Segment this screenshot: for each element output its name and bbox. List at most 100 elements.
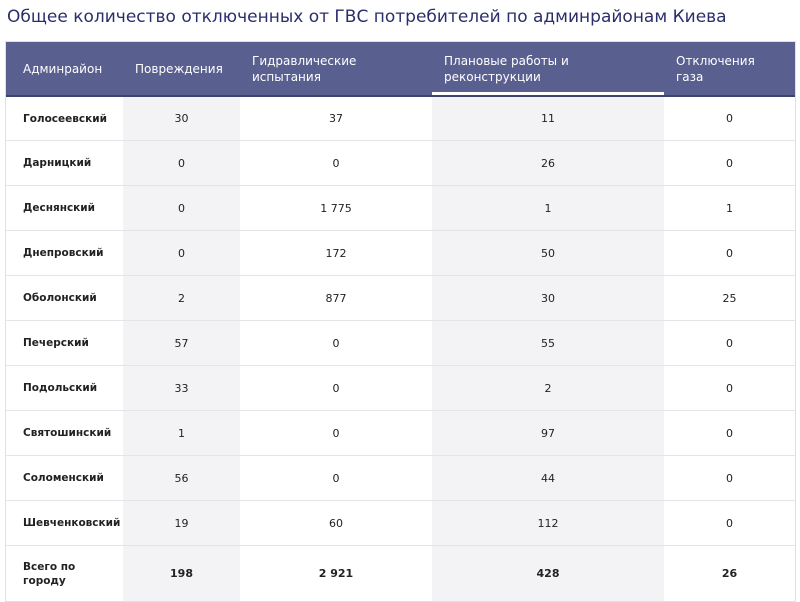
cell-planned-value: 1 (544, 201, 552, 215)
cell-damage-value: 2 (178, 291, 185, 305)
cell-damage: 198 (123, 546, 240, 601)
column-header-damage[interactable]: Повреждения (135, 61, 223, 76)
cell-damage: 2 (123, 276, 240, 320)
cell-gas: 26 (664, 546, 795, 601)
cell-planned: 30 (432, 276, 664, 320)
cell-planned: 50 (432, 231, 664, 275)
cell-damage: 0 (123, 186, 240, 230)
cell-hydraulic: 0 (240, 366, 432, 410)
cell-planned-value: 11 (541, 112, 555, 125)
cell-gas-value: 0 (726, 471, 733, 485)
cell-damage-value: 0 (178, 156, 185, 170)
cell-hydraulic: 0 (240, 321, 432, 365)
cell-gas: 0 (664, 411, 795, 455)
table-row: Святошинский 1 0 97 0 (6, 410, 795, 455)
cell-damage: 19 (123, 501, 240, 545)
cell-hydraulic-value: 0 (332, 426, 340, 440)
cell-hydraulic-value: 172 (325, 246, 347, 260)
table-row: Шевченковский 19 60 112 0 (6, 500, 795, 545)
cell-hydraulic: 1 775 (240, 186, 432, 230)
cell-planned-value: 55 (541, 336, 555, 350)
cell-damage-value: 198 (170, 567, 193, 580)
cell-damage-value: 30 (174, 112, 189, 125)
cell-damage-value: 33 (174, 381, 189, 395)
cell-damage: 0 (123, 141, 240, 185)
cell-planned-value: 97 (541, 426, 555, 440)
cell-damage-value: 0 (178, 201, 185, 215)
cell-hydraulic-value: 60 (329, 516, 343, 530)
column-header-gas-label: Отключения газа (676, 53, 755, 84)
cell-hydraulic: 0 (240, 456, 432, 500)
cell-district: Печерский (6, 321, 123, 365)
cell-hydraulic: 0 (240, 141, 432, 185)
cell-district-value: Святошинский (23, 427, 112, 439)
table-row: Дарницкий 0 0 26 0 (6, 140, 795, 185)
cell-hydraulic: 172 (240, 231, 432, 275)
cell-planned: 1 (432, 186, 664, 230)
table-row: Соломенский 56 0 44 0 (6, 455, 795, 500)
cell-district: Дарницкий (6, 141, 123, 185)
cell-district: Святошинский (6, 411, 123, 455)
cell-hydraulic-value: 0 (332, 471, 340, 485)
cell-hydraulic-value: 37 (329, 112, 343, 125)
cell-damage: 56 (123, 456, 240, 500)
cell-hydraulic-value: 0 (332, 381, 340, 395)
table-row: Деснянский 0 1 775 1 1 (6, 185, 795, 230)
cell-gas: 1 (664, 186, 795, 230)
cell-gas-value: 0 (726, 156, 733, 170)
cell-district: Деснянский (6, 186, 123, 230)
cell-district-value: Соломенский (23, 472, 104, 484)
cell-damage-value: 0 (178, 246, 185, 260)
cell-hydraulic: 37 (240, 97, 432, 140)
cell-damage-value: 1 (178, 426, 185, 440)
cell-district-value: Печерский (23, 337, 89, 349)
cell-planned-value: 44 (541, 471, 555, 485)
cell-hydraulic-value: 2 921 (318, 567, 354, 580)
cell-gas: 0 (664, 321, 795, 365)
cell-planned-value: 26 (541, 156, 555, 170)
cell-planned-value: 50 (541, 246, 555, 260)
cell-gas-value: 25 (722, 291, 737, 305)
data-table: Админрайон Повреждения Гидравлические ис… (5, 41, 796, 602)
cell-gas-value: 26 (721, 567, 738, 580)
cell-district: Подольский (6, 366, 123, 410)
cell-gas-value: 0 (726, 112, 733, 125)
column-header-gas[interactable]: Отключения газа (664, 42, 795, 95)
column-header-district[interactable]: Админрайон (23, 61, 103, 76)
cell-hydraulic-value: 1 775 (320, 201, 352, 215)
cell-district: Днепровский (6, 231, 123, 275)
column-header-hydraulic-label: Гидравлические испытания (252, 53, 357, 84)
cell-district: Шевченковский (6, 501, 123, 545)
cell-district-value: Шевченковский (23, 517, 121, 529)
cell-gas: 0 (664, 501, 795, 545)
cell-gas: 0 (664, 231, 795, 275)
table-row: Оболонский 2 877 30 25 (6, 275, 795, 320)
cell-planned: 2 (432, 366, 664, 410)
cell-hydraulic-value: 0 (332, 156, 340, 170)
cell-planned-value: 428 (536, 567, 560, 580)
cell-district-value: Всего по городу (23, 560, 76, 587)
cell-planned: 11 (432, 97, 664, 140)
cell-damage: 30 (123, 97, 240, 140)
table-total-row: Всего по городу 198 2 921 428 26 (6, 545, 795, 601)
cell-planned-value: 30 (541, 291, 555, 305)
cell-planned: 44 (432, 456, 664, 500)
page-title: Общее количество отключенных от ГВС потр… (7, 7, 727, 27)
table-body: Голосеевский 30 37 11 0 Дарницкий 0 0 26 0 Деснянс… (6, 95, 795, 601)
cell-gas: 0 (664, 97, 795, 140)
column-header-planned[interactable]: Плановые работы и реконструкции (432, 42, 664, 95)
cell-district-value: Подольский (23, 382, 98, 394)
cell-planned-value: 2 (544, 381, 552, 395)
cell-damage-value: 19 (174, 516, 189, 530)
cell-district-value: Оболонский (23, 292, 97, 304)
cell-district: Голосеевский (6, 97, 123, 140)
cell-planned: 55 (432, 321, 664, 365)
cell-gas: 25 (664, 276, 795, 320)
table-header: Админрайон Повреждения Гидравлические ис… (6, 42, 795, 95)
column-header-hydraulic[interactable]: Гидравлические испытания (240, 42, 432, 95)
cell-damage: 33 (123, 366, 240, 410)
cell-gas-value: 0 (726, 516, 733, 530)
cell-gas: 0 (664, 456, 795, 500)
cell-district: Соломенский (6, 456, 123, 500)
cell-hydraulic: 2 921 (240, 546, 432, 601)
